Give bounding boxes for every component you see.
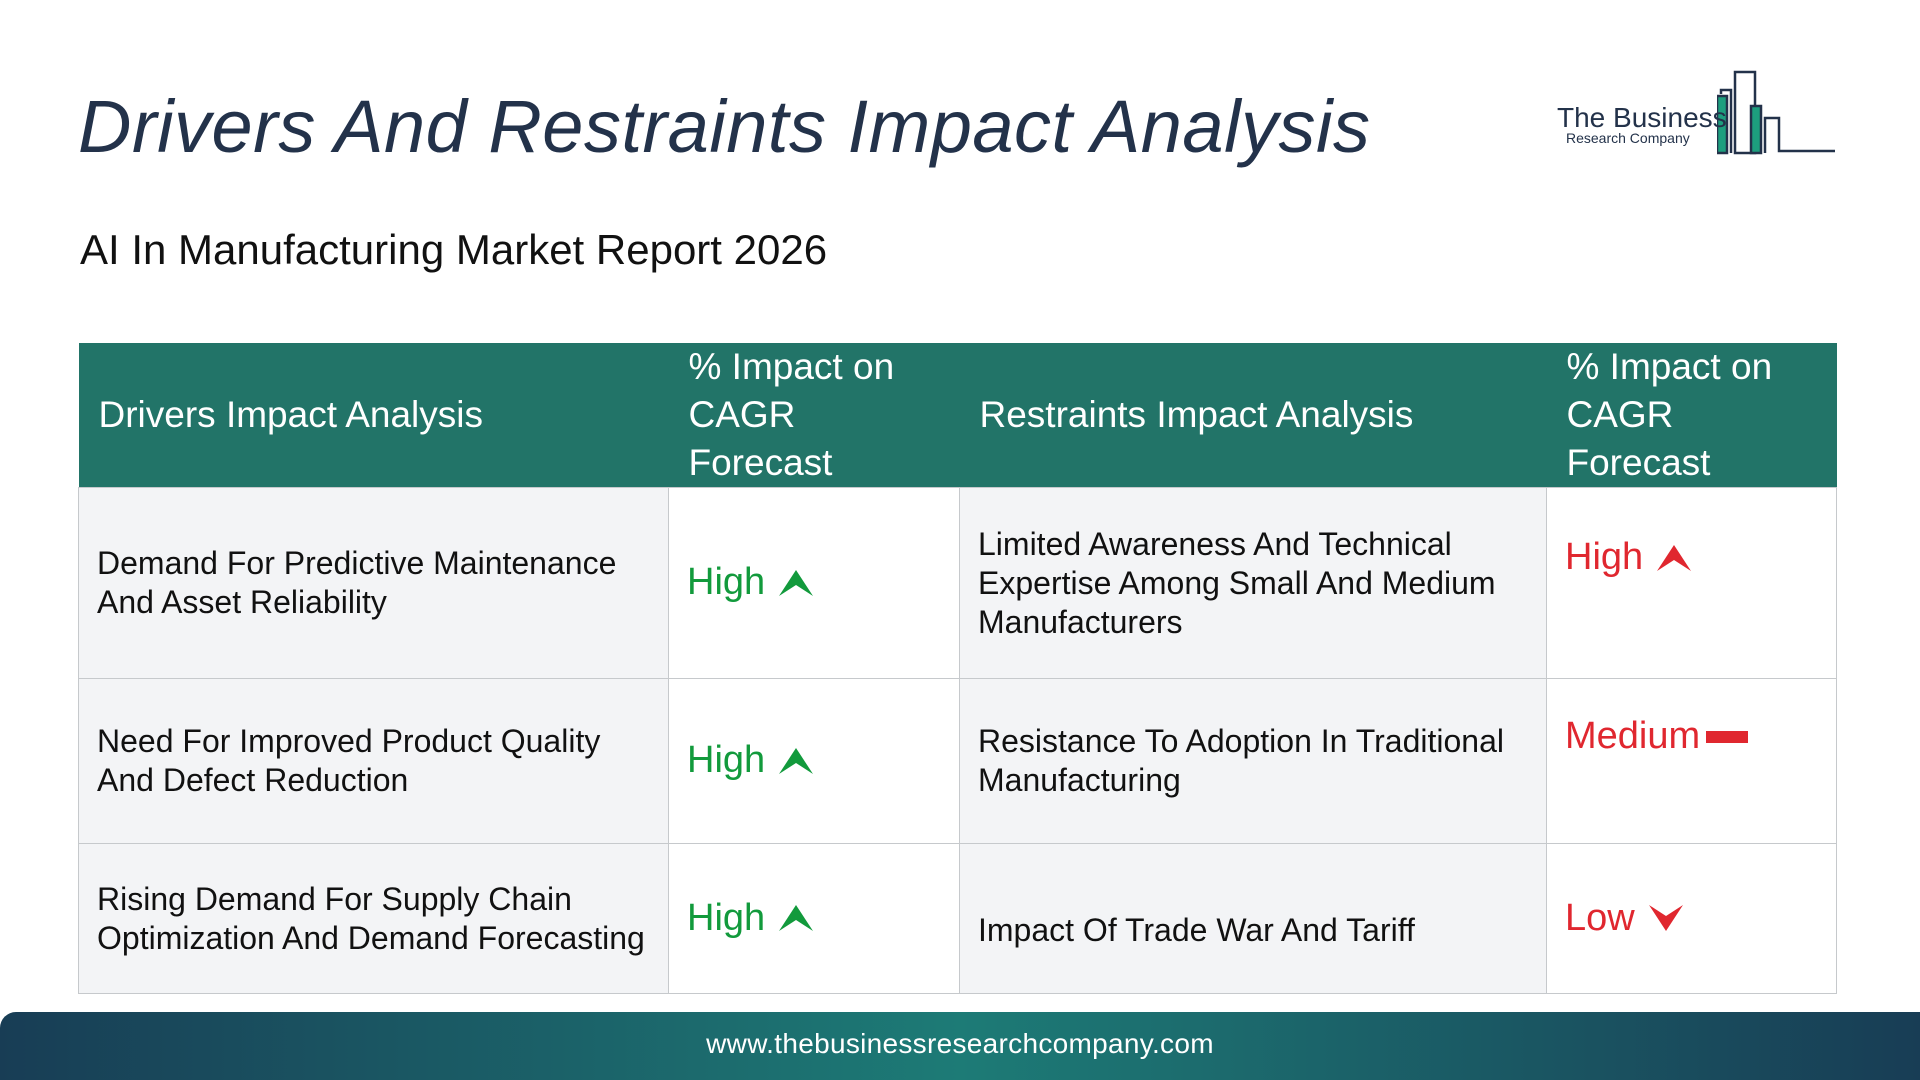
header-driver-impact: % Impact on CAGR Forecast	[668, 343, 960, 488]
restraint-cell: Limited Awareness And Technical Expertis…	[959, 487, 1547, 679]
footer-website-link[interactable]: www.thebusinessresearchcompany.com	[706, 1028, 1214, 1059]
restraint-impact-label: Medium	[1565, 715, 1701, 757]
driver-cell: Demand For Predictive Maintenance And As…	[78, 487, 669, 679]
impact-table: Drivers Impact Analysis % Impact on CAGR…	[78, 343, 1837, 994]
header-driver-impact-line2: CAGR Forecast	[688, 394, 833, 483]
table-header-row: Drivers Impact Analysis % Impact on CAGR…	[78, 343, 1837, 488]
driver-impact-cell: High	[668, 843, 960, 994]
arrow-up-icon	[779, 905, 814, 931]
header-restraint-impact: % Impact on CAGR Forecast	[1546, 343, 1837, 488]
footer-bar: www.thebusinessresearchcompany.com	[0, 1012, 1920, 1080]
table-row: Rising Demand For Supply Chain Optimizat…	[78, 843, 1837, 994]
company-logo: The Business Research Company	[1552, 66, 1837, 156]
driver-impact-label: High	[687, 739, 766, 781]
header-restraint-impact-line1: % Impact on	[1566, 346, 1773, 387]
header-driver-impact-line1: % Impact on	[688, 346, 895, 387]
driver-impact-cell: High	[668, 487, 960, 679]
driver-impact-label: High	[687, 896, 766, 939]
driver-impact-cell: High	[668, 678, 960, 844]
driver-cell: Rising Demand For Supply Chain Optimizat…	[78, 843, 669, 994]
table-row: Need For Improved Product Quality And De…	[78, 678, 1837, 844]
arrow-up-icon	[779, 747, 814, 774]
restraint-impact-cell: Medium	[1546, 678, 1837, 844]
header-restraints: Restraints Impact Analysis	[959, 343, 1547, 488]
arrow-down-icon	[1648, 905, 1683, 931]
arrow-up-icon	[1657, 544, 1692, 571]
restraint-cell: Impact Of Trade War And Tariff	[959, 843, 1547, 994]
driver-impact-label: High	[687, 561, 766, 603]
restraint-cell: Resistance To Adoption In Traditional Ma…	[959, 678, 1547, 844]
building-icon	[1717, 70, 1835, 155]
table-row: Demand For Predictive Maintenance And As…	[78, 487, 1837, 679]
header-restraint-impact-line2: CAGR Forecast	[1566, 394, 1711, 483]
arrow-up-icon	[779, 569, 814, 596]
logo-subtitle: Research Company	[1566, 130, 1690, 146]
restraint-impact-cell: Low	[1546, 843, 1837, 994]
restraint-impact-label: High	[1565, 536, 1644, 578]
report-subtitle: AI In Manufacturing Market Report 2026	[80, 226, 828, 273]
logo-name: The Business	[1557, 102, 1727, 133]
driver-cell: Need For Improved Product Quality And De…	[78, 678, 669, 844]
dash-icon	[1706, 730, 1749, 743]
restraint-impact-label: Low	[1565, 896, 1635, 939]
page-title: Drivers And Restraints Impact Analysis	[78, 85, 1371, 168]
restraint-impact-cell: High	[1546, 487, 1837, 679]
header-drivers: Drivers Impact Analysis	[78, 343, 669, 488]
